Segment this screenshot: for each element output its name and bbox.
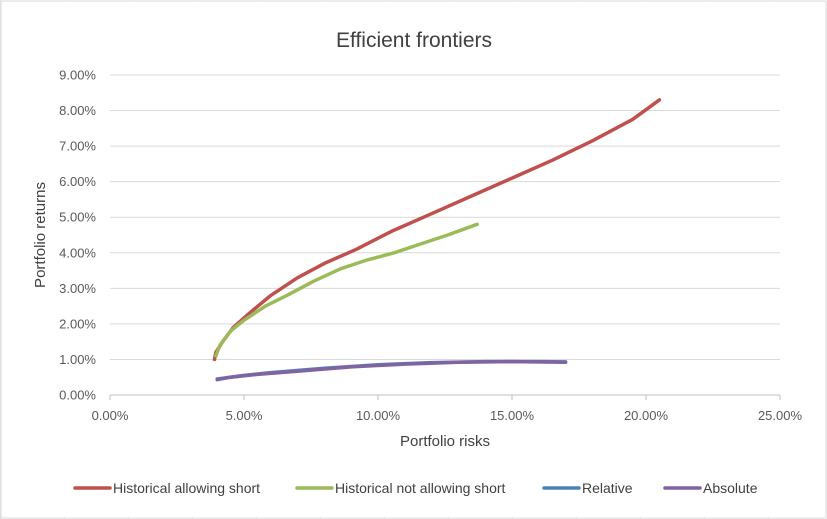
y-tick-label: 1.00% — [59, 352, 96, 367]
legend: Historical allowing short Historical not … — [73, 480, 758, 496]
y-tick-label: 4.00% — [59, 245, 96, 260]
axes: 0.00% 1.00% 2.00% 3.00% 4.00% 5.00% 6.00% 7.00%… — [59, 68, 802, 424]
legend-label-relative: Relative — [582, 480, 633, 496]
x-tick-label: 25.00% — [758, 408, 803, 423]
y-tick-label: 6.00% — [59, 174, 96, 189]
x-tick-label: 15.00% — [490, 408, 535, 423]
x-tick-label: 20.00% — [624, 408, 669, 423]
legend-label-historical-allowing-short: Historical allowing short — [113, 480, 260, 496]
x-tick-label: 0.00% — [92, 408, 129, 423]
series-line-absolute — [215, 359, 568, 382]
y-tick-label: 2.00% — [59, 316, 96, 331]
x-tick-label: 5.00% — [226, 408, 263, 423]
x-axis-title: Portfolio risks — [400, 433, 490, 450]
y-tick-label: 8.00% — [59, 103, 96, 118]
x-tick-label: 10.00% — [356, 408, 401, 423]
series-line-historical-not-allowing-short — [214, 222, 479, 358]
gridlines — [110, 74, 780, 360]
chart-title: Efficient frontiers — [336, 29, 492, 52]
y-tick-label: 3.00% — [59, 281, 96, 296]
y-tick-label: 9.00% — [59, 68, 96, 83]
y-axis-title: Portfolio returns — [32, 182, 49, 288]
y-tick-label: 0.00% — [59, 388, 96, 403]
legend-label-historical-not-allowing-short: Historical not allowing short — [335, 480, 506, 496]
series-lines — [212, 98, 662, 382]
legend-label-absolute: Absolute — [703, 480, 758, 496]
y-tick-label: 7.00% — [59, 139, 96, 154]
y-tick-label: 5.00% — [59, 210, 96, 225]
